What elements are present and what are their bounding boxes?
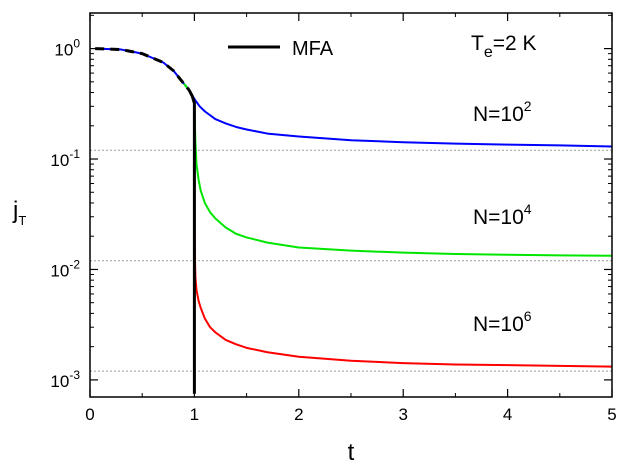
y-tick-label-1: 10-1 [50,147,80,170]
y-tick-label-3: 10-3 [50,368,80,391]
n-label-1e4-exp: 4 [524,201,532,217]
legend-label-mfa: MFA [292,38,334,60]
series-line-0 [95,47,613,148]
x-tick-label-2: 2 [294,405,303,424]
n-label-1e4: N=104 [473,201,532,229]
y-tick-label-0: 100 [54,37,80,60]
y-axis-title: jT [12,197,26,228]
n-label-1e6: N=106 [473,308,532,336]
y-axis-title-main: j [12,197,18,224]
tick-labels: 0 1 2 3 4 5 100 10-1 10-2 10-3 [50,37,616,424]
series-line-mfa-dashed [95,47,191,92]
temperature-symbol: T [471,32,484,55]
y-axis-title-sub: T [18,213,26,228]
series-line-mfa [187,89,196,394]
temperature-value: =2 K [493,32,537,55]
n-label-1e2-base: N=10 [473,103,524,126]
n-label-1e4-base: N=10 [473,206,524,229]
axis-ticks [89,13,613,397]
plot-frame [89,12,613,398]
temperature-subscript: e [484,44,493,61]
n-label-1e2: N=102 [473,98,532,126]
x-tick-label-0: 0 [85,405,94,424]
legend: MFA [228,38,334,60]
x-tick-label-1: 1 [190,405,199,424]
n-label-1e6-exp: 6 [524,308,532,324]
series-line-1 [183,83,613,257]
n-label-1e6-base: N=10 [473,313,524,336]
series-layer [95,47,613,394]
x-tick-label-4: 4 [503,405,512,424]
series-line-2 [193,159,613,368]
reference-lines [90,149,612,372]
x-tick-label-5: 5 [607,405,616,424]
temperature-label: Te=2 K [471,32,537,61]
y-tick-label-2: 10-2 [50,257,80,280]
x-axis-title: t [348,439,355,465]
x-tick-label-3: 3 [398,405,407,424]
n-label-1e2-exp: 2 [524,98,532,114]
